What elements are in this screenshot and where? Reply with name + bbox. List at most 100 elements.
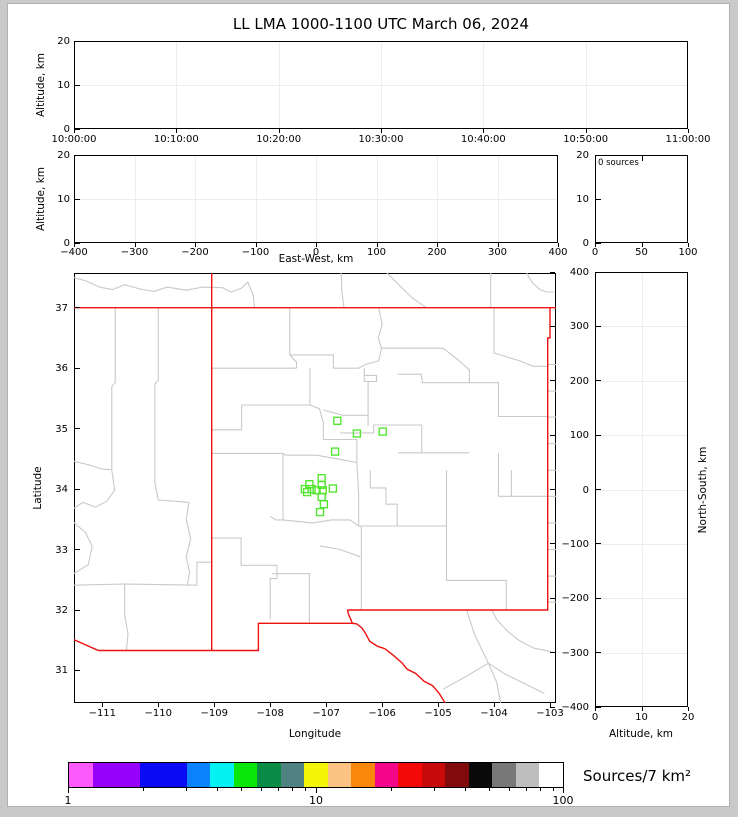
x-tick-label: 10:40:00 <box>460 134 506 145</box>
colorbar-segment <box>492 763 517 787</box>
colorbar-segment <box>468 763 493 787</box>
colorbar-segment <box>539 763 564 787</box>
y-tick-label: 37 <box>55 302 68 314</box>
y-tick-label: 36 <box>55 363 68 375</box>
colorbar-tick <box>316 788 317 793</box>
axis-tick <box>596 154 601 156</box>
axis-tick <box>550 543 555 545</box>
axis-tick <box>688 243 689 247</box>
county-boundary <box>487 662 502 703</box>
axis-tick <box>483 129 485 133</box>
colorbar-tick-label: 100 <box>552 794 574 807</box>
county-boundary <box>269 515 359 527</box>
axis-tick <box>278 129 280 133</box>
axis-tick <box>75 367 80 369</box>
county-boundary <box>241 368 311 406</box>
county-boundary <box>526 273 554 293</box>
axis-tick <box>437 243 438 247</box>
county-boundary <box>154 307 190 503</box>
axis-tick <box>381 129 382 133</box>
axis-tick <box>596 652 601 654</box>
axis-tick <box>550 706 555 708</box>
colorbar-tick-label: 10 <box>309 794 323 807</box>
county-boundary <box>493 307 548 367</box>
lma-source-marker <box>315 507 325 517</box>
axis-tick <box>74 129 75 133</box>
x-tick-label: −100 <box>241 247 270 258</box>
colorbar-minor-tick <box>260 788 262 791</box>
x-tick-label: 400 <box>548 247 568 258</box>
axis-tick <box>596 543 601 545</box>
lma-source-marker <box>317 480 326 490</box>
axis-tick <box>316 243 317 247</box>
axis-tick <box>596 198 601 200</box>
county-boundary <box>74 460 112 471</box>
eastwest-height-panel <box>74 155 558 243</box>
x-tick-label: −400 <box>60 247 88 258</box>
colorbar-segment <box>304 763 329 787</box>
x-tick-label: 10:20:00 <box>256 134 302 145</box>
x-tick-label: 0 <box>312 247 320 258</box>
county-boundary <box>363 368 378 383</box>
state-boundary <box>346 609 446 703</box>
time-height-panel <box>74 41 688 129</box>
axis-tick <box>75 609 80 611</box>
axis-tick <box>550 652 555 654</box>
axis-tick <box>550 489 555 490</box>
colorbar-segment <box>351 763 376 787</box>
lma-source-marker <box>378 427 387 436</box>
x-tick-label: 10:30:00 <box>358 134 404 145</box>
axis-tick <box>550 325 555 327</box>
axis-tick <box>641 243 643 247</box>
y-tick-label: 400 <box>569 267 589 278</box>
map-boundaries-svg <box>74 273 556 703</box>
lma-source-marker <box>333 416 342 426</box>
colorbar-minor-tick <box>390 788 392 791</box>
county-boundary <box>466 609 489 664</box>
colorbar-segment <box>186 763 211 787</box>
y-tick-label: 300 <box>569 321 589 333</box>
axis-tick <box>75 198 80 200</box>
colorbar-minor-tick <box>217 788 219 791</box>
x-tick-label: −107 <box>312 708 340 719</box>
county-boundary <box>488 662 545 694</box>
x-tick-label: 200 <box>427 247 447 258</box>
county-boundary <box>442 662 489 690</box>
colorbar-segment <box>280 763 305 787</box>
y-tick-label: 33 <box>55 544 68 556</box>
county-boundary <box>469 382 548 418</box>
colorbar-minor-tick <box>465 788 467 791</box>
county-boundary <box>381 347 470 383</box>
county-boundary <box>340 273 345 308</box>
y-tick-label: 0 <box>63 124 70 135</box>
county-boundary <box>289 307 298 369</box>
x-tick-label: −103 <box>536 708 564 719</box>
county-boundary <box>211 452 357 464</box>
county-boundary <box>211 405 243 431</box>
axis-tick <box>326 703 328 707</box>
county-boundary <box>185 502 192 586</box>
x-tick-label: −109 <box>200 708 228 719</box>
y-tick-label: 35 <box>55 423 68 435</box>
county-boundary <box>289 354 379 369</box>
county-boundary <box>319 545 361 558</box>
y-tick-label: −300 <box>561 647 589 659</box>
axis-tick <box>688 707 689 711</box>
colorbar-segment <box>210 763 235 787</box>
axis-tick <box>75 669 80 671</box>
county-boundary <box>361 470 398 527</box>
y-tick-label: −200 <box>561 593 589 605</box>
county-boundary <box>309 404 324 440</box>
colorbar-segment <box>398 763 423 787</box>
colorbar-segment <box>445 763 470 787</box>
colorbar-minor-tick <box>186 788 188 791</box>
x-tick-label: 10:50:00 <box>563 134 609 145</box>
axis-tick <box>585 129 587 133</box>
x-tick-label: 0 <box>591 247 599 258</box>
axis-tick <box>75 242 80 244</box>
county-boundary <box>124 584 129 651</box>
axis-tick <box>641 707 643 711</box>
y-tick-label: 200 <box>569 375 589 387</box>
northsouth-height-panel <box>595 272 688 707</box>
